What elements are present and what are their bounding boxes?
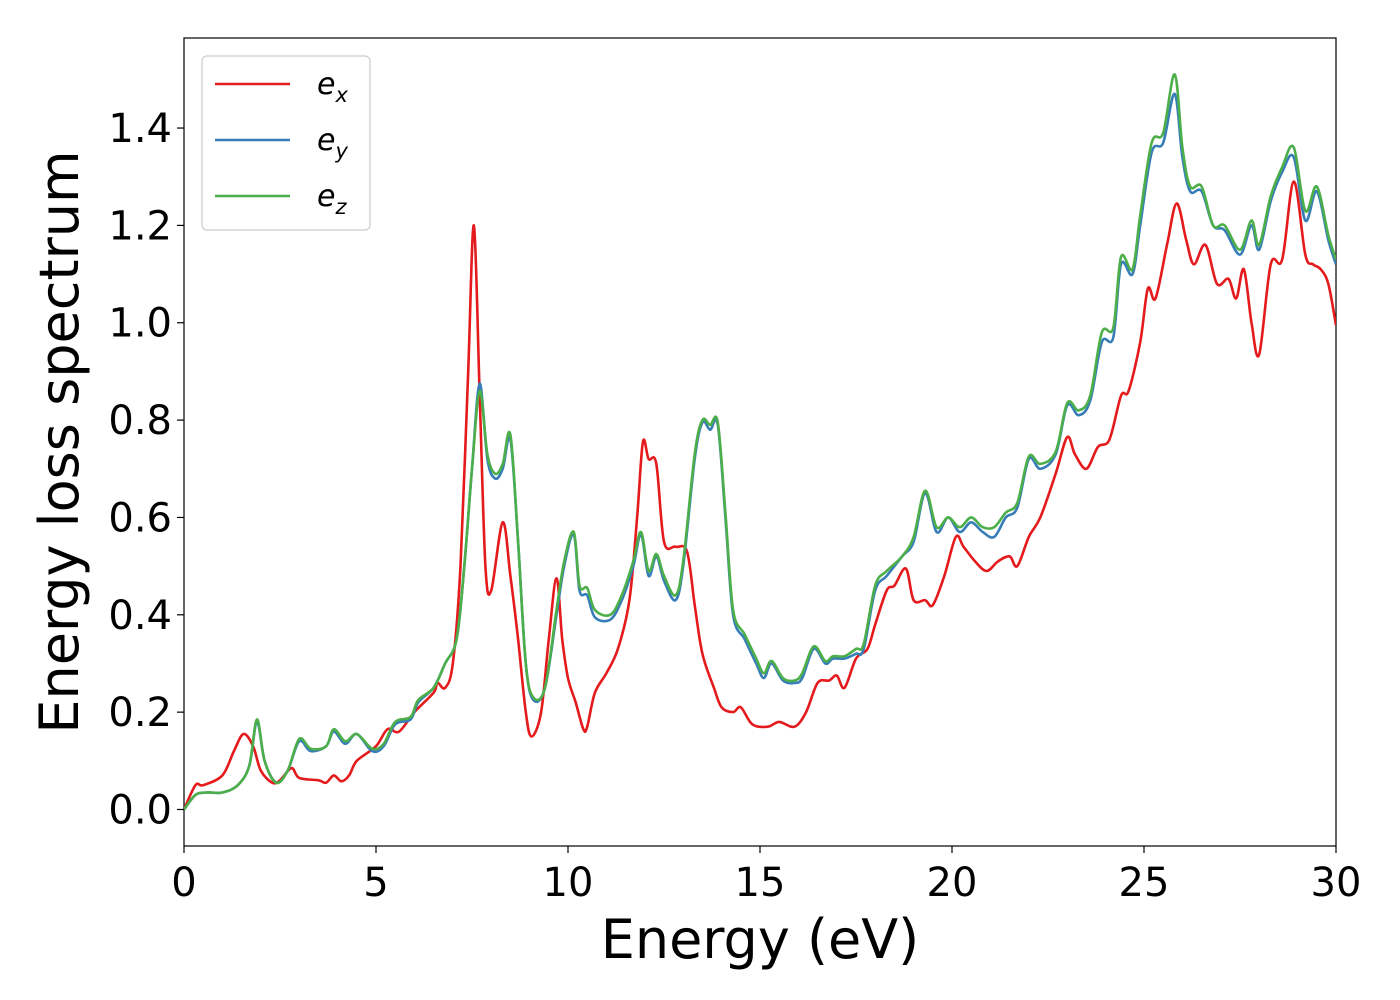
y-tick-label: 0.4 [108, 593, 172, 639]
y-tick-label: 0.8 [108, 398, 172, 444]
legend-label-e_y: ey [317, 123, 348, 163]
x-tick-label: 5 [363, 860, 388, 906]
plot-area [183, 37, 1337, 847]
legend-label-e_z: ez [317, 179, 347, 219]
y-tick-label: 1.2 [108, 203, 172, 249]
series-line-e_x [184, 180, 1336, 811]
y-tick-label: 0.0 [108, 787, 172, 833]
y-tick-label: 0.6 [108, 495, 172, 541]
legend-label-e_x: ex [317, 67, 348, 107]
series-layer [184, 73, 1336, 811]
legend: ex ey ez [201, 55, 371, 231]
y-axis-title: Energy loss spectrum [28, 150, 91, 733]
x-tick-label: 30 [1311, 860, 1362, 906]
legend-box [201, 55, 371, 231]
x-tick-label: 15 [735, 860, 786, 906]
x-tick-label: 20 [927, 860, 978, 906]
x-axis-title: Energy (eV) [601, 908, 920, 971]
x-axis: 0 5 10 15 20 25 30 [171, 846, 1361, 906]
series-line-e_z [184, 73, 1336, 811]
y-axis: 0.0 0.2 0.4 0.6 0.8 1.0 1.2 1.4 [108, 106, 184, 833]
x-tick-label: 0 [171, 860, 196, 906]
x-tick-label: 25 [1119, 860, 1170, 906]
x-tick-label: 10 [543, 860, 594, 906]
y-tick-label: 1.4 [108, 106, 172, 152]
y-tick-label: 0.2 [108, 690, 172, 736]
y-tick-label: 1.0 [108, 301, 172, 347]
